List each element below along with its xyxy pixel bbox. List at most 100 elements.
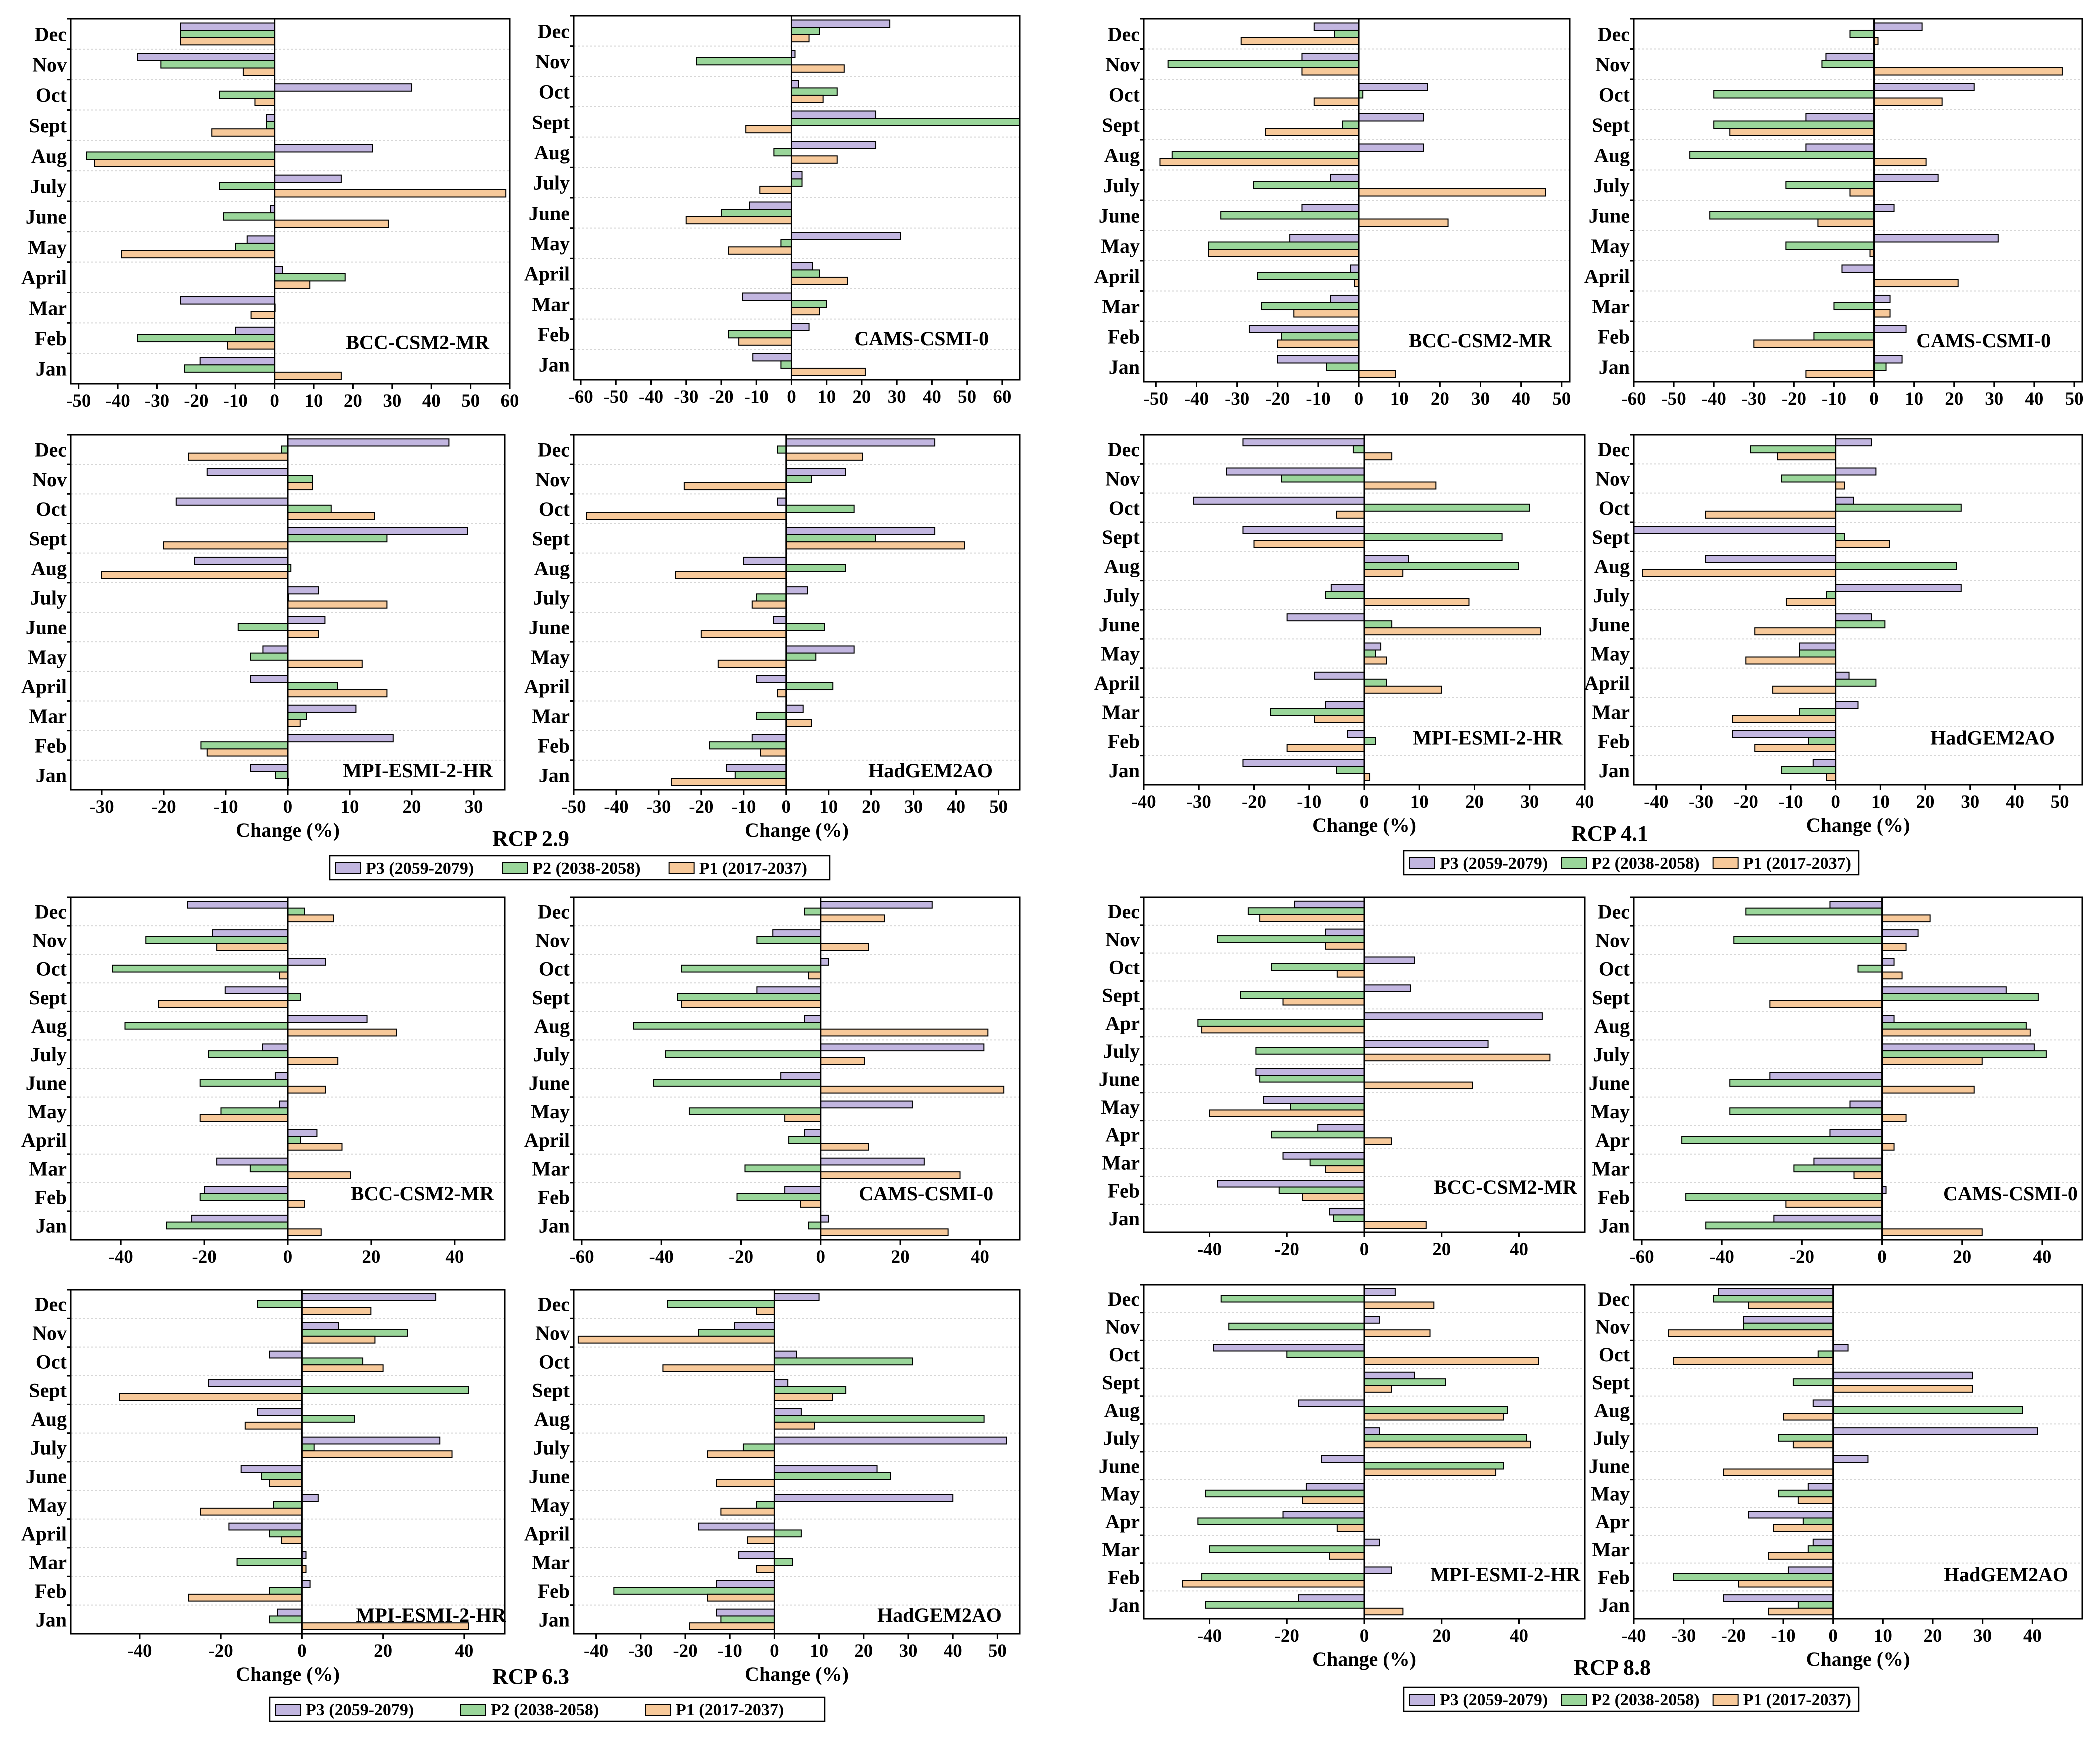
bar-oct-p1 <box>1336 970 1365 978</box>
bar-july-p3 <box>774 1436 1007 1445</box>
bar-dec-p3 <box>287 438 450 447</box>
month-label: Mar <box>29 1551 67 1574</box>
bar-apr-p1 <box>1336 1524 1365 1532</box>
bar-july-p2 <box>1881 1050 2047 1058</box>
x-tick-label: 20 <box>862 797 880 817</box>
bar-nov-p2 <box>698 1329 775 1337</box>
bar-dec-p3 <box>774 1293 820 1301</box>
bar-feb-p2 <box>199 1193 288 1201</box>
bar-nov-p1 <box>791 64 845 73</box>
month-label: Nov <box>32 1322 67 1344</box>
month-label: May <box>531 1100 570 1123</box>
bar-sept-p3 <box>208 1379 303 1387</box>
bar-nov-p1 <box>1325 942 1365 950</box>
month-label: June <box>1589 613 1630 636</box>
bar-aug-p1 <box>1873 158 1927 167</box>
x-tick-label: 20 <box>344 391 362 411</box>
month-label: June <box>529 616 570 639</box>
bar-jan-p2 <box>1781 766 1836 774</box>
bar-april-p3 <box>791 262 813 271</box>
model-label: BCC-CSM2-MR <box>1434 1176 1578 1198</box>
month-label: April <box>524 1522 570 1545</box>
bar-april-p1 <box>820 1143 869 1151</box>
bar-may-p1 <box>1797 1496 1834 1504</box>
bar-aug-p3 <box>1881 1015 1895 1023</box>
month-label: Nov <box>1105 53 1140 76</box>
bar-july-p1 <box>707 1450 775 1458</box>
bar-apr-p2 <box>1681 1136 1883 1144</box>
bar-nov-p2 <box>696 57 792 66</box>
bar-nov-p3 <box>301 1322 339 1330</box>
bar-aug-p2 <box>86 151 275 160</box>
bar-april-p3 <box>1314 671 1365 680</box>
bar-may-p2 <box>688 1107 821 1115</box>
x-tick-label: -10 <box>1297 792 1321 812</box>
bar-may-p3 <box>1305 1483 1365 1491</box>
x-tick-label: -10 <box>1306 389 1330 409</box>
bar-dec-p2 <box>1352 445 1365 454</box>
bar-aug-p1 <box>1783 1413 1834 1421</box>
bar-apr-p3 <box>1364 1012 1543 1020</box>
bar-april-p1 <box>287 1143 343 1151</box>
bar-aug-p1 <box>287 1028 397 1037</box>
model-label: MPI-ESMI-2-HR <box>343 759 493 782</box>
x-tick-label: -40 <box>639 387 663 407</box>
x-tick-label: -30 <box>1671 1626 1696 1646</box>
bar-feb-p1 <box>1277 339 1360 348</box>
x-tick-label: -30 <box>1187 792 1211 812</box>
bar-may-p2 <box>235 242 275 251</box>
month-label: Feb <box>538 1186 570 1208</box>
bar-oct-p2 <box>791 87 838 96</box>
bar-dec-p2 <box>1745 907 1883 916</box>
bar-mar-p2 <box>1261 302 1360 311</box>
bar-apr-p3 <box>1317 1124 1365 1132</box>
bar-april-p2 <box>274 273 346 282</box>
bar-dec-p2 <box>777 445 787 454</box>
x-tick-label: 10 <box>819 797 838 817</box>
legend-box <box>1403 850 1860 876</box>
bar-mar-p2 <box>744 1164 821 1173</box>
bar-mar-p2 <box>1270 708 1365 716</box>
month-label: July <box>533 586 570 609</box>
bar-mar-p3 <box>180 296 275 305</box>
model-label: CAMS-CSMI-0 <box>859 1182 993 1205</box>
x-tick-label: -40 <box>1197 1626 1222 1646</box>
bar-may-p3 <box>774 1494 954 1502</box>
month-label: July <box>30 586 67 609</box>
bar-june-p3 <box>1769 1072 1883 1080</box>
month-label: July <box>30 175 67 198</box>
bar-may-p3 <box>301 1494 319 1502</box>
bar-mar-p1 <box>791 307 820 316</box>
bar-july-p1 <box>759 185 792 194</box>
month-label: Feb <box>35 734 67 757</box>
x-tick-label: 10 <box>810 1641 828 1661</box>
x-axis-label: Change (%) <box>1312 1648 1416 1670</box>
x-tick-label: -20 <box>673 1641 697 1661</box>
bar-feb-p3 <box>204 1186 289 1194</box>
x-tick-label: -30 <box>89 797 114 817</box>
bar-may-p2 <box>250 652 289 661</box>
bar-jan-p1 <box>689 1622 775 1630</box>
bar-jan-p3 <box>1723 1594 1834 1602</box>
bar-aug-p1 <box>675 571 787 579</box>
bar-may-p3 <box>1364 642 1382 651</box>
bar-oct-p2 <box>287 504 332 513</box>
bar-feb-p3 <box>1364 1566 1392 1574</box>
bar-july-p3 <box>1330 173 1360 182</box>
bar-nov-p3 <box>785 468 846 476</box>
x-tick-label: -60 <box>568 387 593 407</box>
bar-feb-p1 <box>287 1200 305 1208</box>
x-tick-label: -30 <box>1742 389 1766 409</box>
month-label: Jan <box>1599 1594 1630 1616</box>
bar-jan-p1 <box>287 1228 322 1237</box>
month-label: May <box>1101 1483 1140 1505</box>
bar-aug-p2 <box>1364 562 1519 570</box>
x-tick-label: -40 <box>105 391 130 411</box>
x-tick-label: 30 <box>904 797 923 817</box>
month-label: May <box>1101 235 1140 257</box>
legend-label: P3 (2059-2079) <box>1440 854 1548 873</box>
bar-nov-p1 <box>820 943 869 951</box>
month-label: Jan <box>1599 759 1630 782</box>
bar-mar-p3 <box>216 1157 288 1166</box>
bar-april-p2 <box>785 682 834 691</box>
